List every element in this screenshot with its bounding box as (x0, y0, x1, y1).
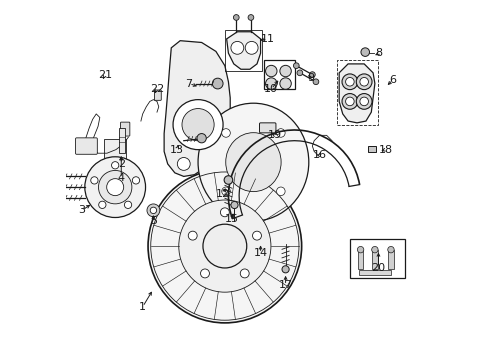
Circle shape (203, 224, 246, 268)
Circle shape (265, 78, 276, 89)
Circle shape (279, 78, 291, 89)
Ellipse shape (225, 133, 281, 192)
Circle shape (98, 170, 132, 204)
Circle shape (220, 208, 229, 217)
Bar (337, 60, 378, 125)
Circle shape (148, 169, 301, 323)
Circle shape (359, 97, 367, 106)
Circle shape (177, 157, 190, 170)
Text: 1: 1 (139, 302, 146, 312)
Circle shape (345, 77, 353, 86)
Text: 9: 9 (306, 73, 313, 83)
Text: 14: 14 (253, 248, 267, 258)
Circle shape (224, 176, 232, 184)
Bar (264, 60, 294, 89)
Circle shape (197, 134, 206, 143)
Bar (358, 270, 390, 275)
Circle shape (240, 269, 249, 278)
Circle shape (233, 15, 239, 20)
Text: 6: 6 (388, 75, 395, 85)
Text: 22: 22 (149, 84, 164, 94)
Circle shape (312, 79, 318, 85)
Circle shape (296, 70, 302, 76)
Text: 10: 10 (264, 84, 278, 94)
Circle shape (247, 15, 253, 20)
Circle shape (188, 231, 197, 240)
Polygon shape (164, 41, 230, 176)
Circle shape (230, 41, 244, 54)
Circle shape (244, 41, 258, 54)
Circle shape (147, 204, 160, 217)
Bar (371, 249, 377, 269)
Text: 15: 15 (224, 214, 239, 224)
Text: 13: 13 (169, 145, 183, 155)
Circle shape (371, 247, 377, 253)
Text: 17: 17 (278, 280, 292, 291)
Circle shape (84, 157, 145, 217)
Circle shape (221, 187, 230, 195)
Circle shape (309, 72, 315, 77)
FancyBboxPatch shape (259, 123, 275, 133)
FancyBboxPatch shape (121, 122, 130, 136)
Circle shape (132, 177, 140, 184)
Text: 20: 20 (371, 262, 385, 273)
Circle shape (106, 179, 123, 195)
Text: 8: 8 (374, 48, 381, 58)
Circle shape (345, 97, 353, 106)
Bar (387, 249, 393, 269)
Circle shape (341, 94, 357, 109)
Circle shape (276, 129, 285, 137)
Circle shape (212, 78, 223, 89)
Circle shape (359, 77, 367, 86)
Bar (224, 30, 262, 71)
Text: 19: 19 (267, 130, 282, 140)
Text: 2: 2 (118, 159, 124, 169)
Bar (104, 139, 125, 158)
Circle shape (279, 65, 291, 77)
Circle shape (293, 63, 299, 68)
Circle shape (341, 74, 357, 90)
Circle shape (200, 269, 209, 278)
Bar (119, 128, 125, 153)
Circle shape (282, 266, 288, 273)
Circle shape (221, 129, 230, 137)
Circle shape (252, 231, 261, 240)
Polygon shape (226, 32, 260, 69)
Circle shape (230, 202, 238, 208)
Text: 18: 18 (378, 145, 392, 155)
Text: 21: 21 (98, 69, 112, 80)
Circle shape (360, 48, 369, 57)
Circle shape (179, 200, 270, 292)
Text: 12: 12 (216, 189, 230, 199)
Circle shape (356, 74, 371, 90)
Circle shape (356, 94, 371, 109)
Circle shape (357, 247, 363, 253)
Bar (357, 249, 363, 269)
FancyBboxPatch shape (154, 90, 161, 100)
Circle shape (265, 65, 276, 77)
Bar (367, 146, 375, 152)
Polygon shape (339, 64, 374, 123)
Text: 7: 7 (185, 78, 192, 89)
FancyBboxPatch shape (75, 138, 97, 154)
Circle shape (99, 201, 106, 208)
Circle shape (276, 187, 285, 195)
Text: 16: 16 (312, 150, 326, 160)
Circle shape (387, 247, 393, 253)
Ellipse shape (198, 103, 308, 221)
Circle shape (111, 162, 119, 169)
Text: 4: 4 (118, 173, 124, 183)
Text: 3: 3 (78, 205, 85, 215)
Text: 11: 11 (260, 34, 274, 44)
Circle shape (182, 109, 214, 141)
Circle shape (91, 177, 98, 184)
Text: 5: 5 (150, 216, 157, 226)
Circle shape (150, 207, 156, 213)
Circle shape (173, 100, 223, 150)
Bar (349, 239, 405, 278)
Circle shape (124, 201, 131, 208)
